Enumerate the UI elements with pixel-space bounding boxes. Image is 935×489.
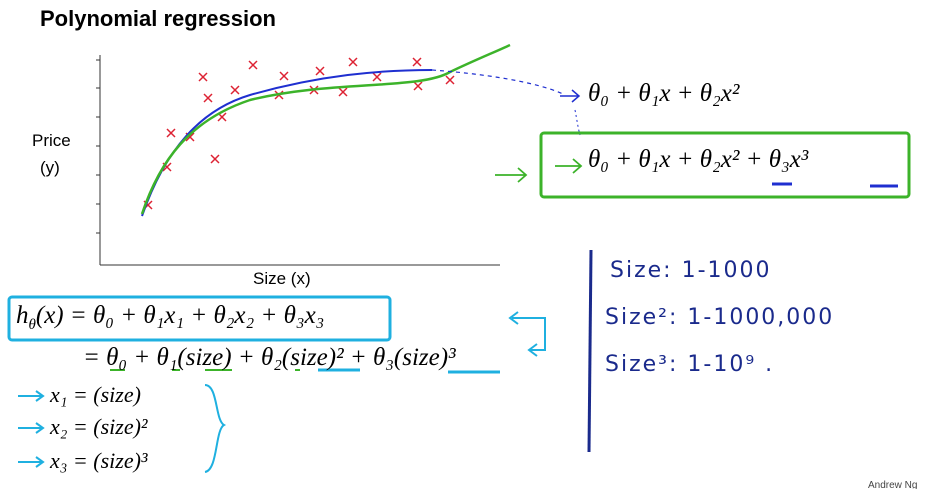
text: (x) = θ₀ + θ₁x₁ + θ₂x₂ + θ₃x₃: [35, 302, 325, 329]
bracket-arrow: [508, 311, 546, 357]
green-box: [539, 131, 911, 199]
arrow: [18, 390, 45, 468]
text: θ: [28, 317, 36, 333]
y-label: Price: [32, 131, 71, 150]
arrow: [555, 158, 583, 174]
dotted-link: [574, 109, 581, 136]
formula: = θ₀ + θ₁(size) + θ₂(size)² + θ₃(size)³: [83, 344, 456, 371]
x-label: Size (x): [253, 269, 311, 288]
y-label: (y): [40, 158, 60, 177]
feature: x₃ = (size)³: [50, 448, 148, 473]
formula: hθ(x) = θ₀ + θ₁x₁ + θ₂x₂ + θ₃x₃: [16, 302, 324, 334]
note: Size²: 1-1000,000: [605, 305, 835, 330]
text: h: [16, 302, 29, 329]
formula: θ₀ + θ₁x + θ₂x² + θ₃x³: [588, 146, 809, 173]
cyan-box: [7, 295, 392, 342]
arrow: [495, 167, 528, 183]
note: Size: 1-1000: [610, 258, 772, 283]
underline: [772, 182, 898, 188]
brace: [204, 384, 227, 473]
cubic-fit: [140, 43, 511, 215]
feature: x₁ = (size): [50, 382, 141, 407]
title: Polynomial regression: [40, 6, 276, 31]
footer: Andrew Ng: [868, 480, 918, 489]
divider: [587, 249, 593, 453]
formula: θ₀ + θ₁x + θ₂x²: [588, 80, 740, 107]
underline: [318, 368, 500, 374]
axes: [96, 55, 500, 266]
underline: [110, 369, 500, 373]
arrow: [560, 89, 581, 103]
note: Size³: 1-10⁹ .: [605, 352, 775, 377]
feature: x₂ = (size)²: [50, 414, 148, 439]
